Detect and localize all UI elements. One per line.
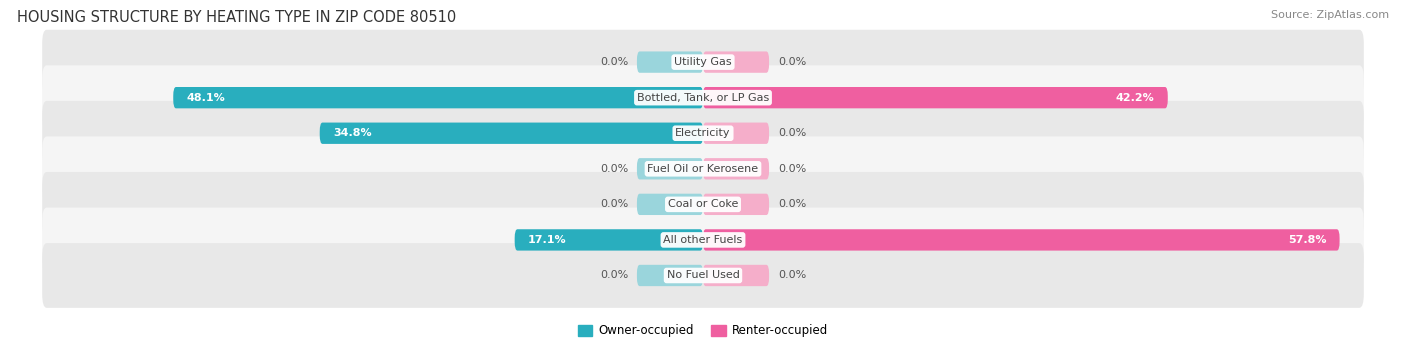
Text: No Fuel Used: No Fuel Used	[666, 270, 740, 281]
Text: 0.0%: 0.0%	[778, 57, 806, 67]
Text: 0.0%: 0.0%	[600, 199, 628, 209]
FancyBboxPatch shape	[637, 158, 703, 179]
FancyBboxPatch shape	[42, 30, 1364, 94]
FancyBboxPatch shape	[637, 194, 703, 215]
Text: 0.0%: 0.0%	[778, 128, 806, 138]
Text: 42.2%: 42.2%	[1116, 93, 1154, 103]
FancyBboxPatch shape	[703, 122, 769, 144]
FancyBboxPatch shape	[703, 51, 769, 73]
Text: 0.0%: 0.0%	[600, 57, 628, 67]
FancyBboxPatch shape	[637, 265, 703, 286]
Text: Bottled, Tank, or LP Gas: Bottled, Tank, or LP Gas	[637, 93, 769, 103]
FancyBboxPatch shape	[173, 87, 703, 108]
FancyBboxPatch shape	[42, 172, 1364, 237]
FancyBboxPatch shape	[703, 194, 769, 215]
Text: 0.0%: 0.0%	[600, 270, 628, 281]
FancyBboxPatch shape	[42, 243, 1364, 308]
Text: Coal or Coke: Coal or Coke	[668, 199, 738, 209]
FancyBboxPatch shape	[515, 229, 703, 251]
Text: 17.1%: 17.1%	[527, 235, 567, 245]
Text: Utility Gas: Utility Gas	[675, 57, 731, 67]
Text: Source: ZipAtlas.com: Source: ZipAtlas.com	[1271, 10, 1389, 20]
Text: HOUSING STRUCTURE BY HEATING TYPE IN ZIP CODE 80510: HOUSING STRUCTURE BY HEATING TYPE IN ZIP…	[17, 10, 456, 25]
Text: 57.8%: 57.8%	[1288, 235, 1326, 245]
FancyBboxPatch shape	[703, 158, 769, 179]
Text: Electricity: Electricity	[675, 128, 731, 138]
Text: All other Fuels: All other Fuels	[664, 235, 742, 245]
FancyBboxPatch shape	[703, 265, 769, 286]
Text: Fuel Oil or Kerosene: Fuel Oil or Kerosene	[647, 164, 759, 174]
FancyBboxPatch shape	[42, 101, 1364, 166]
Text: 0.0%: 0.0%	[778, 164, 806, 174]
Text: 0.0%: 0.0%	[600, 164, 628, 174]
Text: 0.0%: 0.0%	[778, 270, 806, 281]
FancyBboxPatch shape	[42, 208, 1364, 272]
Text: 0.0%: 0.0%	[778, 199, 806, 209]
FancyBboxPatch shape	[703, 229, 1340, 251]
FancyBboxPatch shape	[637, 51, 703, 73]
Text: 34.8%: 34.8%	[333, 128, 371, 138]
Text: 48.1%: 48.1%	[187, 93, 225, 103]
FancyBboxPatch shape	[703, 87, 1168, 108]
FancyBboxPatch shape	[319, 122, 703, 144]
FancyBboxPatch shape	[42, 136, 1364, 201]
Legend: Owner-occupied, Renter-occupied: Owner-occupied, Renter-occupied	[574, 320, 832, 341]
FancyBboxPatch shape	[42, 65, 1364, 130]
